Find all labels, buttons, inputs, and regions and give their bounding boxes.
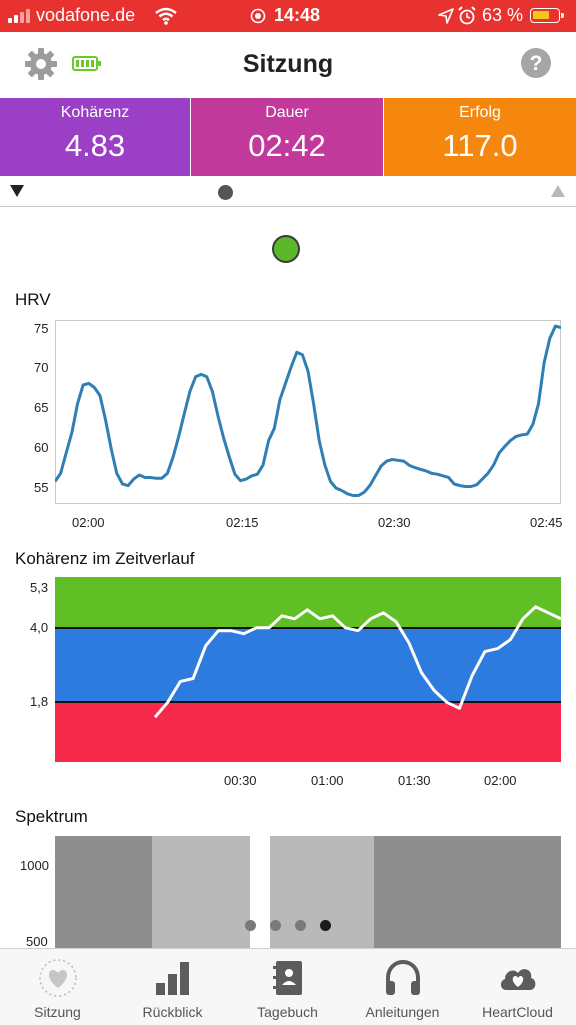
metric-success-value: 117.0: [442, 128, 518, 163]
page-dot[interactable]: [295, 920, 306, 931]
hrv-y-tick: 70: [34, 360, 49, 375]
coherence-y-tick: 1,8: [30, 694, 49, 709]
tab-anleitungen[interactable]: Anleitungen: [345, 949, 460, 1025]
coherence-y-tick: 4,0: [30, 620, 49, 635]
spectrum-chart-title: Spektrum: [15, 807, 88, 826]
coherence-x-tick: 01:00: [311, 773, 344, 788]
hrv-x-tick: 02:45: [530, 515, 563, 530]
hrv-y-tick: 65: [34, 400, 49, 415]
level-slider-handle[interactable]: [218, 185, 233, 200]
coherence-zone-high: [55, 577, 561, 628]
hrv-chart-title: HRV: [15, 290, 51, 309]
hrv-y-tick: 60: [34, 440, 49, 455]
location-arrow-icon: [438, 8, 454, 24]
increase-arrow-icon[interactable]: [550, 184, 566, 198]
carrier-label: vodafone.de: [36, 5, 136, 25]
screen-record-icon: [250, 8, 266, 24]
coherence-status-light: [272, 235, 300, 263]
hrv-y-tick: 75: [34, 321, 49, 336]
sensor-battery-icon: [72, 56, 101, 71]
hrv-x-tick: 02:00: [72, 515, 105, 530]
tab-rueckblick[interactable]: Rückblick: [115, 949, 230, 1025]
help-icon[interactable]: ?: [520, 47, 552, 79]
metric-coherence-value: 4.83: [64, 128, 126, 163]
spectrum-peak: [250, 836, 270, 948]
coherence-chart: [55, 577, 561, 762]
wifi-icon: [155, 7, 177, 25]
heart-sun-icon: [39, 959, 77, 997]
coherence-x-tick: 01:30: [398, 773, 431, 788]
bar-chart-icon: [156, 962, 189, 995]
metric-duration-label: Dauer: [265, 104, 309, 121]
coherence-x-tick: 00:30: [224, 773, 257, 788]
metric-success-label: Erfolg: [459, 104, 501, 121]
tab-bar: Sitzung Rückblick Tagebuch Anleitungen: [0, 948, 576, 1025]
hrv-y-tick: 55: [34, 480, 49, 495]
coherence-zone-medium: [55, 628, 561, 702]
spectrum-y-tick: 1000: [20, 858, 49, 873]
hrv-x-tick: 02:30: [378, 515, 411, 530]
tab-sitzung[interactable]: Sitzung: [0, 949, 115, 1025]
hrv-series-line: [55, 324, 561, 497]
coherence-zone-low: [55, 702, 561, 762]
metric-duration-value: 02:42: [248, 128, 326, 163]
hrv-x-tick: 02:15: [226, 515, 259, 530]
metric-success: Erfolg 117.0: [384, 98, 576, 176]
cloud-heart-icon: [500, 969, 536, 990]
headphones-icon: [386, 959, 420, 995]
gear-icon[interactable]: [24, 47, 58, 81]
tab-rueckblick-label: Rückblick: [142, 1004, 203, 1020]
page-indicator: [240, 915, 340, 931]
tab-heartcloud[interactable]: HeartCloud: [460, 949, 575, 1025]
journal-icon: [273, 961, 302, 995]
coherence-x-tick: 02:00: [484, 773, 517, 788]
tab-tagebuch[interactable]: Tagebuch: [230, 949, 345, 1025]
spectrum-y-tick: 500: [26, 934, 48, 949]
battery-percent: 63 %: [482, 5, 524, 25]
tab-heartcloud-label: HeartCloud: [482, 1004, 553, 1020]
clock: 14:48: [274, 5, 321, 25]
metric-coherence-label: Kohärenz: [60, 104, 130, 121]
status-bar: vodafone.de 14:48 63 %: [0, 0, 576, 32]
coherence-series-line: [153, 605, 561, 719]
tab-sitzung-label: Sitzung: [34, 1004, 81, 1020]
header: Sitzung ?: [0, 32, 576, 98]
challenge-level-strip: [0, 178, 576, 207]
spectrum-chart: [55, 836, 561, 948]
page-dot[interactable]: [245, 920, 256, 931]
alarm-icon: [458, 6, 476, 25]
signal-strength-icon: [8, 9, 36, 23]
metric-duration: Dauer 02:42: [191, 98, 383, 176]
page-dot-active[interactable]: [320, 920, 331, 931]
decrease-arrow-icon[interactable]: [9, 184, 25, 198]
tab-tagebuch-label: Tagebuch: [257, 1004, 318, 1020]
svg-text:?: ?: [530, 52, 543, 75]
battery-icon: [530, 8, 564, 23]
page-title: Sitzung: [242, 50, 334, 78]
coherence-chart-title: Kohärenz im Zeitverlauf: [15, 549, 195, 568]
coherence-y-tick: 5,3: [30, 580, 49, 595]
tab-anleitungen-label: Anleitungen: [365, 1004, 440, 1020]
hrv-chart: [55, 320, 561, 504]
page-dot[interactable]: [270, 920, 281, 931]
metric-coherence: Kohärenz 4.83: [0, 98, 190, 176]
